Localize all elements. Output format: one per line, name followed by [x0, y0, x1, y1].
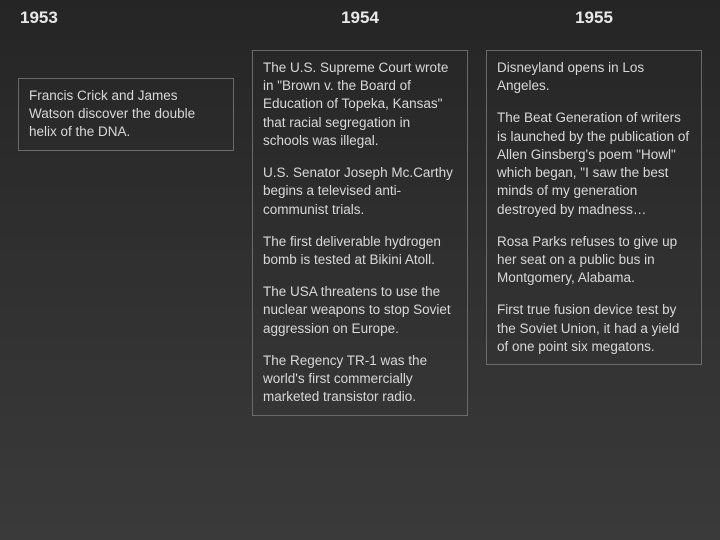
column-1954: 1954 The U.S. Supreme Court wrote in "Br… [252, 8, 468, 532]
event-text: Francis Crick and James Watson discover … [29, 87, 223, 142]
event-text: Rosa Parks refuses to give up her seat o… [497, 233, 691, 288]
events-box-1953: Francis Crick and James Watson discover … [18, 78, 234, 151]
event-text: The Regency TR-1 was the world's first c… [263, 352, 457, 407]
event-text: The USA threatens to use the nuclear wea… [263, 283, 457, 338]
year-header-1953: 1953 [18, 8, 234, 28]
event-text: Disneyland opens in Los Angeles. [497, 59, 691, 95]
event-text: The U.S. Supreme Court wrote in "Brown v… [263, 59, 457, 150]
event-text: First true fusion device test by the Sov… [497, 301, 691, 356]
year-header-1954: 1954 [252, 8, 468, 28]
event-text: U.S. Senator Joseph Mc.Carthy begins a t… [263, 164, 457, 219]
column-1953: 1953 Francis Crick and James Watson disc… [18, 8, 234, 532]
event-text: The Beat Generation of writers is launch… [497, 109, 691, 218]
events-box-1954: The U.S. Supreme Court wrote in "Brown v… [252, 50, 468, 416]
event-text: The first deliverable hydrogen bomb is t… [263, 233, 457, 269]
column-1955: 1955 Disneyland opens in Los Angeles. Th… [486, 8, 702, 532]
timeline-container: 1953 Francis Crick and James Watson disc… [0, 0, 720, 540]
year-header-1955: 1955 [486, 8, 702, 28]
events-box-1955: Disneyland opens in Los Angeles. The Bea… [486, 50, 702, 365]
